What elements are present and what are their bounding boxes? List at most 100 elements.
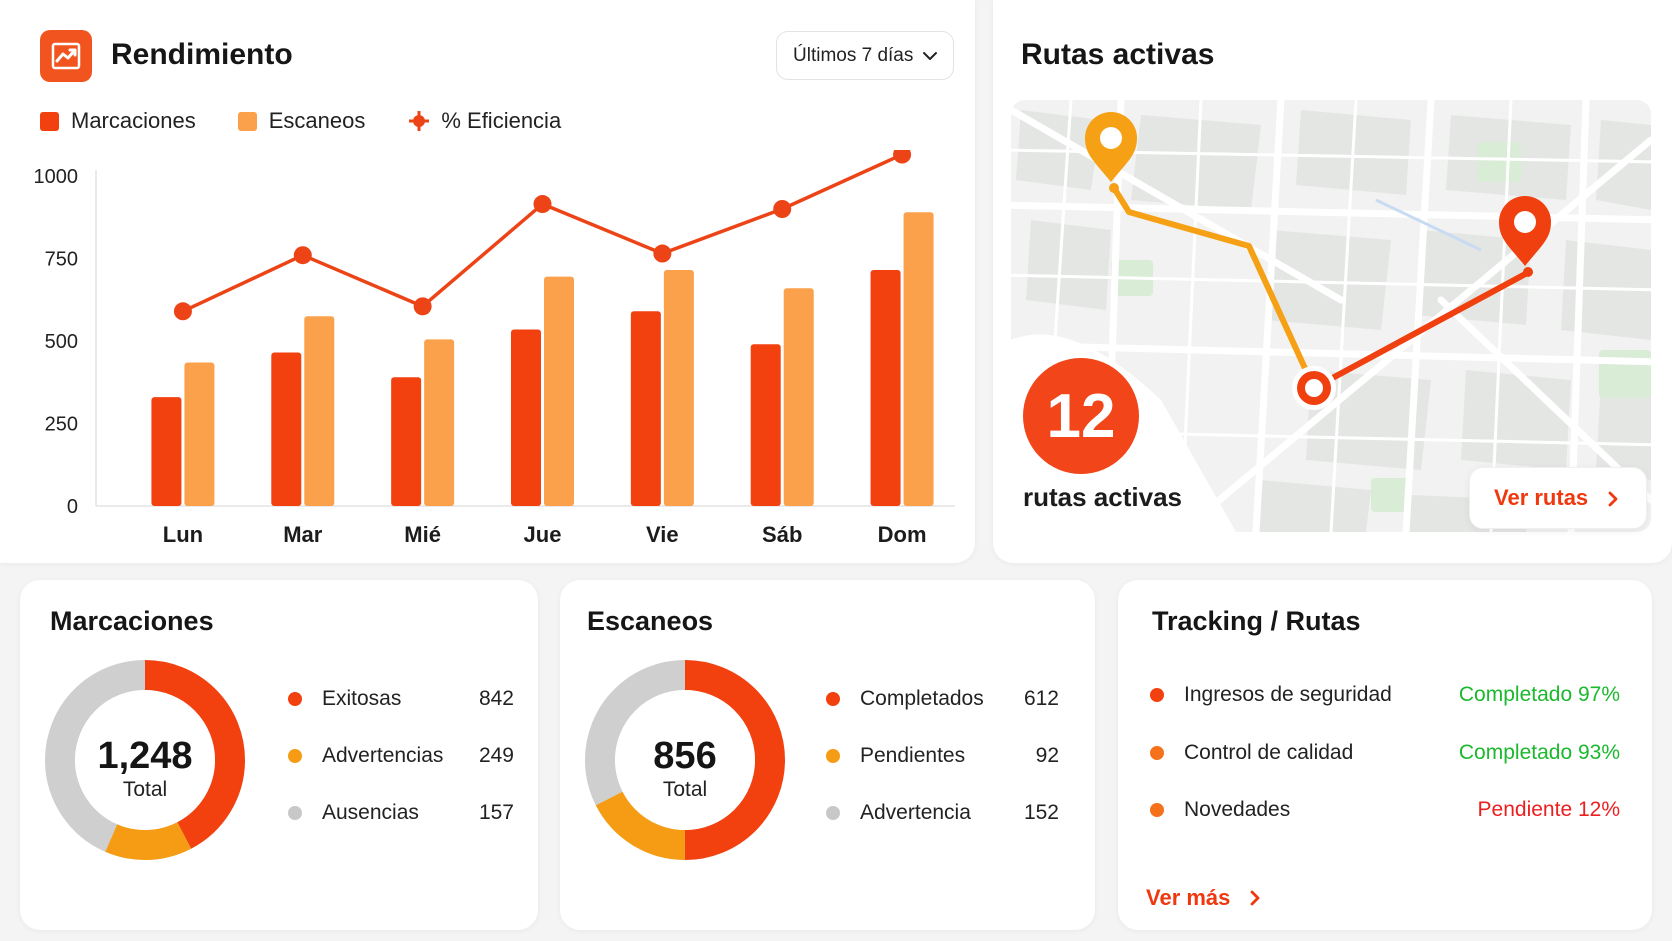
- bar-marcaciones-4: [630, 311, 661, 506]
- legend-label-marcaciones: Marcaciones: [71, 108, 196, 133]
- exitosas-value: 842: [478, 687, 514, 710]
- performance-chart: 0 250 500 750 1000 Lun Mar Mié Jue Vie Sáb Dom: [34, 150, 955, 547]
- bar-marcaciones-5: [750, 344, 781, 506]
- legend-marcaciones: Marcaciones: [40, 108, 196, 134]
- calidad-dot-icon: [1150, 746, 1164, 760]
- list-item: Exitosas: [288, 687, 401, 711]
- advertencias-dot-icon: [288, 749, 302, 763]
- escaneos-title: Escaneos: [587, 606, 714, 636]
- list-item: Advertencia: [826, 801, 971, 825]
- bar-escaneos-4: [663, 270, 694, 506]
- escaneos-total: 856: [653, 735, 717, 777]
- map-pin-red-icon: [1499, 196, 1551, 277]
- routes-card: Rutas activas: [993, 0, 1672, 563]
- list-item: Novedades: [1150, 798, 1290, 822]
- point-eficiencia-3: [533, 195, 552, 214]
- list-item: Advertencias: [288, 744, 443, 768]
- legend-swatch-escaneos: [237, 111, 257, 131]
- map-tiles: [1011, 100, 1651, 532]
- bar-marcaciones-3: [511, 329, 541, 506]
- view-more-link[interactable]: Ver más: [1146, 885, 1264, 911]
- marcaciones-total-label: Total: [122, 778, 168, 801]
- x-tick-label: Vie: [646, 522, 679, 547]
- advertencia-dot-icon: [826, 806, 840, 820]
- bar-marcaciones-2: [391, 377, 422, 506]
- bar-escaneos-3: [544, 276, 574, 506]
- route-path-orange: [1111, 186, 1317, 390]
- escaneos-total-label: Total: [662, 778, 708, 801]
- performance-title: Rendimiento: [111, 38, 293, 71]
- waypoint-icon: [1292, 366, 1336, 410]
- map-pin-orange-icon: [1085, 112, 1137, 193]
- completados-dot-icon: [826, 692, 840, 706]
- x-tick-label: Dom: [878, 522, 927, 547]
- novedades-dot-icon: [1150, 803, 1164, 817]
- bar-escaneos-2: [424, 339, 455, 506]
- completados-value: 612: [1023, 687, 1059, 710]
- point-eficiencia-0: [173, 302, 192, 321]
- y-tick-label: 500: [45, 331, 78, 353]
- list-item: Ingresos de seguridad: [1150, 683, 1392, 707]
- bar-escaneos-0: [184, 362, 215, 506]
- bar-marcaciones-0: [151, 397, 182, 506]
- escaneos-donut: [585, 660, 785, 860]
- tracking-title: Tracking / Rutas: [1152, 606, 1361, 636]
- legend-marker-eficiencia: [409, 111, 430, 131]
- exitosas-label: Exitosas: [322, 687, 402, 710]
- ingresos-label: Ingresos de seguridad: [1184, 683, 1392, 706]
- view-routes-label: Ver rutas: [1494, 485, 1589, 510]
- legend-swatch-marcaciones: [40, 111, 59, 131]
- novedades-status: Pendiente 12%: [1477, 798, 1620, 821]
- calidad-status: Completado 93%: [1458, 741, 1620, 764]
- list-item: Ausencias: [288, 801, 419, 825]
- active-routes-caption: rutas activas: [1023, 482, 1182, 512]
- ingresos-dot-icon: [1150, 688, 1164, 702]
- novedades-label: Novedades: [1184, 798, 1291, 821]
- tracking-card: Tracking / Rutas Ingresos de seguridad C…: [1118, 580, 1652, 930]
- period-dropdown[interactable]: Últimos 7 días: [776, 31, 954, 80]
- list-item: Completados: [826, 687, 984, 711]
- view-more-label: Ver más: [1146, 885, 1231, 910]
- x-tick-label: Jue: [524, 522, 562, 547]
- view-routes-button[interactable]: Ver rutas: [1469, 467, 1647, 529]
- legend-label-escaneos: Escaneos: [268, 108, 366, 133]
- chevron-right-icon: [1251, 890, 1260, 906]
- point-eficiencia-6: [893, 150, 912, 164]
- point-eficiencia-4: [653, 244, 672, 263]
- point-eficiencia-2: [413, 297, 432, 316]
- performance-card: Rendimiento Últimos 7 días Marcaciones E…: [0, 0, 975, 563]
- marcaciones-card: Marcaciones 1,248 Total Exitosas 842 Adv…: [20, 580, 538, 930]
- point-eficiencia-5: [773, 200, 792, 218]
- x-tick-label: Lun: [163, 522, 203, 547]
- list-item: Pendientes: [826, 744, 965, 768]
- route-path-red: [1312, 269, 1531, 391]
- x-tick-label: Mié: [404, 522, 441, 547]
- advertencia-label: Advertencia: [860, 801, 971, 824]
- line-eficiencia: [182, 152, 903, 313]
- active-routes-count: 12: [1023, 358, 1139, 474]
- route-map[interactable]: [1011, 100, 1651, 532]
- list-item: Control de calidad: [1150, 741, 1353, 765]
- marcaciones-donut: [45, 660, 245, 860]
- pendientes-value: 92: [1035, 744, 1059, 767]
- advertencia-value: 152: [1023, 801, 1059, 824]
- x-tick-label: Sáb: [762, 522, 802, 547]
- ausencias-dot-icon: [288, 806, 302, 820]
- y-tick-label: 750: [45, 249, 78, 271]
- chart-legend: Marcaciones Escaneos % Eficiencia: [40, 108, 603, 134]
- escaneos-card: Escaneos 856 Total Completados 612 Pendi…: [560, 580, 1095, 930]
- legend-label-eficiencia: % Eficiencia: [441, 108, 562, 133]
- ingresos-status: Completado 97%: [1458, 683, 1620, 706]
- bar-escaneos-5: [783, 288, 814, 506]
- routes-title: Rutas activas: [1021, 38, 1215, 71]
- ausencias-value: 157: [478, 801, 514, 824]
- marcaciones-total: 1,248: [97, 735, 193, 777]
- bar-escaneos-1: [304, 316, 335, 506]
- advertencias-label: Advertencias: [322, 744, 444, 767]
- chevron-down-icon: [923, 52, 937, 60]
- pendientes-dot-icon: [826, 749, 840, 763]
- bar-marcaciones-6: [870, 270, 901, 506]
- y-tick-label: 250: [45, 414, 78, 436]
- pendientes-label: Pendientes: [860, 744, 966, 767]
- marcaciones-title: Marcaciones: [50, 606, 214, 636]
